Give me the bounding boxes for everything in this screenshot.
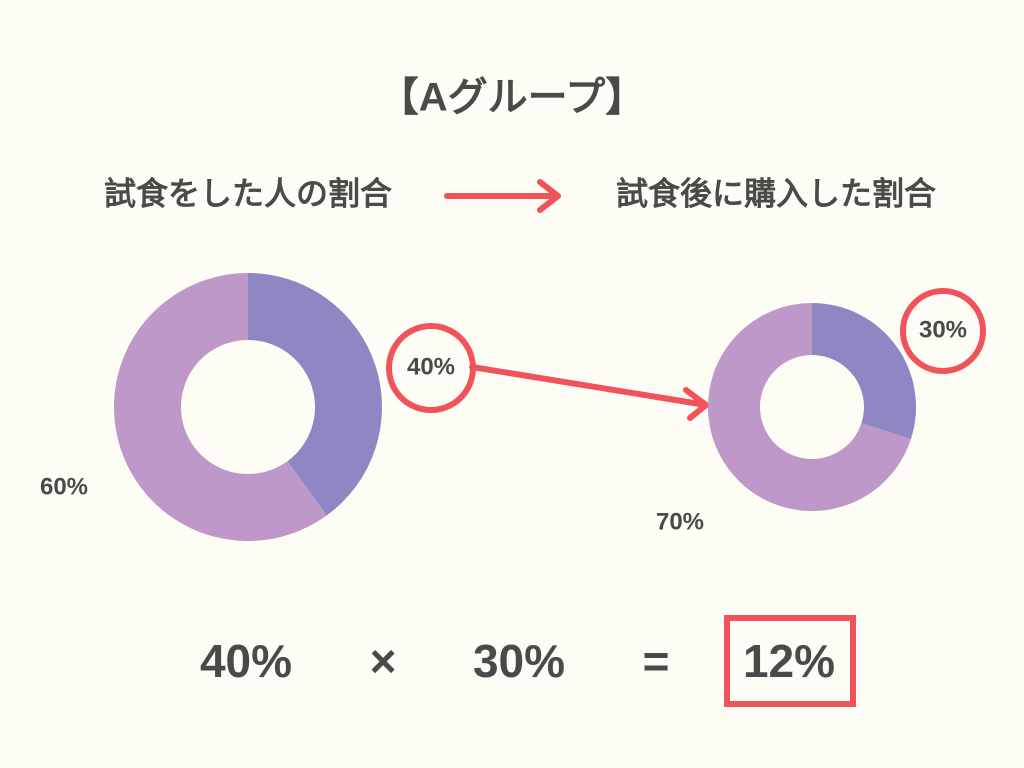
from-label: 試食をした人の割合 xyxy=(104,175,392,211)
top-arrow xyxy=(444,179,561,213)
value-label: 60% xyxy=(40,473,88,500)
equation-term: 12% xyxy=(743,635,835,687)
highlight-ring xyxy=(386,323,476,413)
equation-term: 40% xyxy=(200,635,292,687)
value-label: 70% xyxy=(656,508,704,535)
donut-slice xyxy=(113,273,327,541)
title: 【Aグループ】 xyxy=(379,76,646,120)
result-box xyxy=(724,615,856,707)
equation-term: × xyxy=(370,635,397,687)
donut-slice xyxy=(707,303,911,511)
value-label: 30% xyxy=(919,316,967,343)
equation-term: 30% xyxy=(473,635,565,687)
link-arrow xyxy=(469,364,709,421)
donut-slice xyxy=(248,273,382,516)
to-label: 試食後に購入した割合 xyxy=(616,175,936,211)
equation-term: = xyxy=(643,635,670,687)
donut-slice xyxy=(812,303,916,440)
highlight-ring xyxy=(900,288,986,374)
value-label: 40% xyxy=(407,353,455,380)
